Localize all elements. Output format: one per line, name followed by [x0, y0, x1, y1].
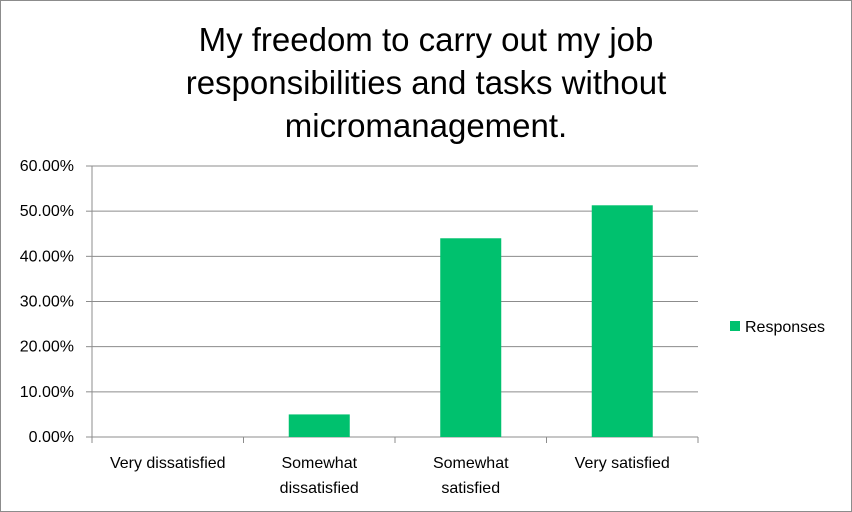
chart-title-line-3: micromanagement. — [284, 107, 568, 144]
chart-title: My freedom to carry out my job responsib… — [0, 18, 852, 147]
x-category-label: Somewhat satisfied — [433, 455, 509, 497]
x-category-label-line: satisfied — [441, 480, 500, 497]
y-tick-label: 50.00% — [20, 203, 74, 220]
bar — [591, 205, 653, 437]
y-tick-label: 20.00% — [20, 339, 74, 356]
x-category-label-line: Very dissatisfied — [110, 455, 226, 472]
legend-swatch — [730, 321, 740, 331]
y-tick-label: 40.00% — [20, 248, 74, 265]
x-category-label-line: Very satisfied — [575, 455, 670, 472]
x-category-label: Very dissatisfied — [110, 455, 226, 472]
bar — [288, 414, 350, 437]
chart-title-line-1: My freedom to carry out my job — [198, 21, 654, 58]
y-tick-label: 60.00% — [20, 158, 74, 175]
x-category-label: Somewhat dissatisfied — [280, 455, 359, 497]
legend-label: Responses — [745, 319, 825, 336]
y-tick-label: 10.00% — [20, 384, 74, 401]
x-category-label-line: Somewhat — [433, 455, 509, 472]
x-category-label-line: Somewhat — [281, 455, 357, 472]
chart-title-line-2: responsibilities and tasks without — [185, 64, 667, 101]
x-category-label-line: dissatisfied — [280, 480, 359, 497]
y-tick-label: 30.00% — [20, 294, 74, 311]
bar — [440, 238, 502, 437]
y-tick-label: 0.00% — [29, 429, 74, 446]
x-category-label: Very satisfied — [575, 455, 670, 472]
